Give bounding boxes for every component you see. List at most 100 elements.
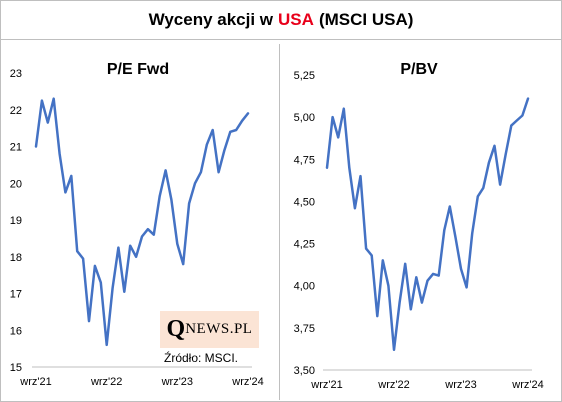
pbv-chart: P/BV 3,50 3,75 4,00 4,25 4,50 4,75 5,00 5,25 wrz'… bbox=[294, 61, 544, 391]
pbv-y-tick-label: 5,00 bbox=[294, 112, 315, 124]
pbv-y-tick-label: 4,75 bbox=[294, 154, 315, 166]
pe-fwd-data-point bbox=[247, 112, 249, 115]
pbv-data-point bbox=[359, 175, 362, 178]
pe-fwd-data-point bbox=[105, 344, 108, 346]
pbv-y-tick-label: 4,25 bbox=[294, 239, 315, 251]
pbv-data-point bbox=[448, 205, 451, 208]
pe-fwd-data-point bbox=[205, 143, 208, 146]
pe-fwd-data-point bbox=[241, 119, 244, 122]
pbv-data-point bbox=[426, 279, 429, 282]
pe-fwd-data-point bbox=[176, 242, 179, 245]
pbv-data-point bbox=[348, 166, 351, 169]
pe-fwd-data-point bbox=[111, 287, 114, 289]
pe-fwd-series-line bbox=[34, 97, 250, 347]
pe-fwd-data-point bbox=[211, 129, 214, 131]
pe-fwd-data-point bbox=[158, 195, 161, 198]
pe-fwd-data-point bbox=[58, 152, 61, 155]
title-prefix: Wyceny akcji w bbox=[148, 10, 274, 29]
pe-fwd-data-point bbox=[199, 171, 202, 174]
pe-fwd-data-point bbox=[99, 281, 102, 284]
pe-fwd-y-tick-label: 20 bbox=[10, 178, 22, 190]
pe-fwd-y-tick-label: 22 bbox=[10, 105, 22, 117]
title-suffix: (MSCI USA) bbox=[318, 10, 414, 29]
pe-fwd-y-tick-label: 23 bbox=[10, 68, 22, 80]
pe-fwd-data-point bbox=[93, 265, 96, 267]
pbv-data-point bbox=[454, 235, 457, 238]
logo-rest: NEWS.PL bbox=[185, 321, 253, 337]
pe-fwd-y-tick-label: 16 bbox=[10, 325, 22, 337]
pbv-data-point bbox=[460, 267, 462, 270]
pe-fwd-x-tick-label: wrz'24 bbox=[231, 376, 263, 388]
pe-fwd-x-tick-label: wrz'22 bbox=[90, 376, 122, 388]
pbv-data-point bbox=[342, 107, 345, 110]
pe-fwd-data-point bbox=[152, 233, 155, 236]
pe-fwd-data-point bbox=[182, 263, 185, 265]
pbv-data-point bbox=[476, 195, 479, 198]
pbv-data-point bbox=[527, 97, 529, 100]
pbv-y-tick-label: 3,75 bbox=[294, 323, 315, 335]
pbv-data-point bbox=[515, 119, 518, 122]
logo-q: Q bbox=[166, 316, 186, 342]
pbv-y-tick-label: 3,50 bbox=[294, 365, 315, 377]
pbv-data-point bbox=[381, 259, 384, 262]
pbv-data-point bbox=[398, 301, 401, 304]
pbv-data-point bbox=[521, 114, 524, 117]
pe-fwd-data-point bbox=[64, 191, 67, 194]
pbv-data-point bbox=[499, 183, 501, 186]
pe-fwd-data-point bbox=[146, 228, 149, 231]
pbv-data-point bbox=[510, 124, 513, 127]
pe-fwd-y-tick-label: 18 bbox=[10, 252, 22, 264]
title-highlight: USA bbox=[278, 10, 314, 29]
pbv-data-point bbox=[465, 286, 468, 289]
pbv-data-point bbox=[471, 232, 474, 235]
pbv-data-point bbox=[421, 301, 423, 304]
pbv-y-tick-label: 5,25 bbox=[294, 70, 315, 82]
panel-divider bbox=[279, 44, 280, 400]
pe-fwd-x-tick-label: wrz'21 bbox=[19, 376, 51, 388]
pe-fwd-data-point bbox=[88, 320, 90, 322]
pe-fwd-data-point bbox=[76, 250, 79, 253]
pbv-chart-title: P/BV bbox=[400, 61, 438, 78]
pbv-x-tick-label: wrz'23 bbox=[444, 379, 476, 391]
pbv-data-point bbox=[393, 348, 395, 351]
pbv-data-point bbox=[409, 308, 412, 311]
pbv-data-point bbox=[331, 116, 334, 119]
pbv-data-point bbox=[337, 136, 340, 139]
pbv-data-point bbox=[404, 262, 407, 265]
pbv-data-point bbox=[437, 274, 440, 277]
pe-fwd-data-point bbox=[217, 171, 220, 174]
pbv-data-point bbox=[482, 187, 485, 189]
pbv-data-point bbox=[443, 229, 446, 231]
pe-fwd-data-point bbox=[35, 145, 37, 148]
pbv-x-tick-label: wrz'21 bbox=[310, 379, 342, 391]
pbv-data-point bbox=[493, 144, 496, 147]
pe-fwd-data-point bbox=[235, 129, 238, 131]
pe-fwd-y-tick-label: 15 bbox=[10, 362, 22, 374]
pbv-y-tick-label: 4,00 bbox=[294, 281, 315, 293]
pe-fwd-data-point bbox=[135, 255, 138, 258]
pbv-y-tick-label: 4,50 bbox=[294, 196, 315, 208]
pbv-data-point bbox=[432, 273, 434, 275]
pe-fwd-chart: P/E Fwd 15 16 17 18 19 20 21 22 23 wrz'21 wrz'22 wrz… bbox=[10, 61, 264, 388]
pe-fwd-data-point bbox=[70, 175, 73, 177]
pe-fwd-data-point bbox=[129, 244, 132, 247]
pe-fwd-data-point bbox=[170, 198, 173, 201]
pbv-data-point bbox=[488, 161, 490, 164]
pe-fwd-y-tick-label: 19 bbox=[10, 215, 22, 227]
qnews-logo: Q NEWS.PL bbox=[160, 311, 259, 348]
pe-fwd-data-point bbox=[223, 149, 226, 152]
pe-fwd-data-point bbox=[194, 182, 196, 185]
pe-fwd-data-point bbox=[164, 169, 167, 172]
pbv-x-tick-label: wrz'24 bbox=[511, 379, 543, 391]
pbv-series-line bbox=[325, 97, 530, 352]
pbv-data-point bbox=[365, 247, 367, 250]
pe-fwd-x-tick-label: wrz'23 bbox=[161, 376, 193, 388]
pe-fwd-data-point bbox=[117, 246, 120, 249]
pe-fwd-y-tick-label: 17 bbox=[10, 289, 22, 301]
pbv-data-point bbox=[504, 153, 507, 156]
pe-fwd-data-point bbox=[188, 202, 191, 205]
source-note: Źródło: MSCI. bbox=[164, 351, 239, 365]
pbv-data-point bbox=[326, 166, 328, 169]
pbv-x-tick-label: wrz'22 bbox=[377, 379, 409, 391]
pbv-data-point bbox=[370, 254, 373, 257]
